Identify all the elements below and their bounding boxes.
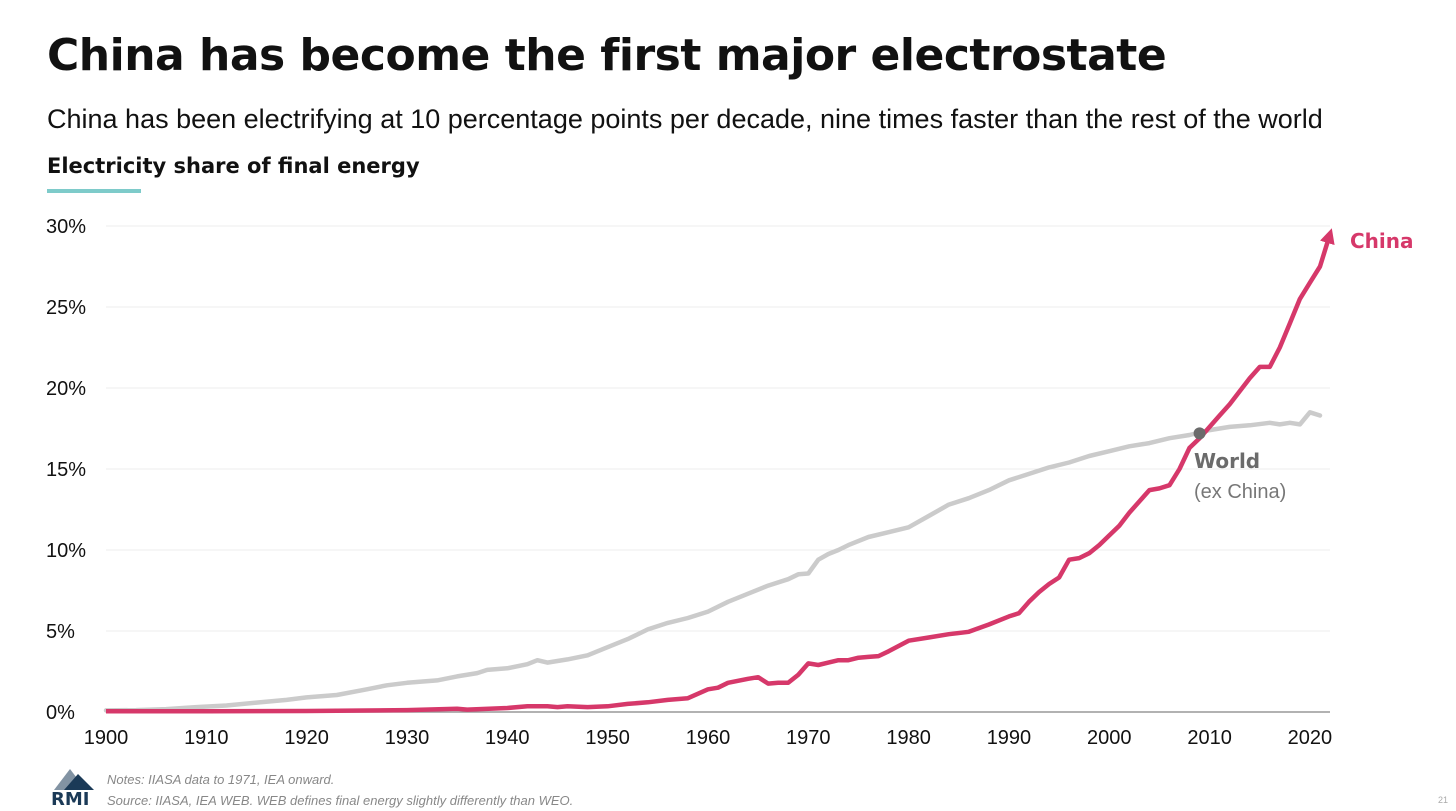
y-tick-label: 30%	[46, 216, 86, 238]
y-tick-label: 10%	[46, 540, 86, 562]
series-label-china: China	[1350, 229, 1414, 253]
footnotes: Notes: IIASA data to 1971, IEA onward. S…	[107, 769, 573, 811]
page-number: 21	[1437, 795, 1448, 805]
x-tick-label: 1950	[585, 727, 630, 749]
y-tick-label: 5%	[46, 621, 75, 643]
x-tick-label: 1900	[84, 727, 129, 749]
y-tick-label: 20%	[46, 378, 86, 400]
y-tick-label: 25%	[46, 297, 86, 319]
chart-subtitle: China has been electrifying at 10 percen…	[47, 104, 1323, 134]
x-tick-label: 1910	[184, 727, 229, 749]
series-label-world-sub: (ex China)	[1194, 481, 1286, 503]
crossover-marker	[1193, 427, 1206, 440]
x-tick-label: 1960	[686, 727, 731, 749]
x-tick-label: 1990	[987, 727, 1032, 749]
chart-label-underline	[47, 189, 141, 193]
series-label-world: World	[1194, 449, 1260, 473]
notes-text: Notes: IIASA data to 1971, IEA onward.	[107, 772, 335, 787]
y-tick-label: 0%	[46, 702, 75, 724]
series-line-world	[103, 410, 1323, 713]
x-tick-label: 1970	[786, 727, 831, 749]
x-tick-label: 1920	[284, 727, 329, 749]
x-tick-label: 1940	[485, 727, 530, 749]
x-tick-label: 2000	[1087, 727, 1132, 749]
chart-label: Electricity share of final energy	[47, 154, 420, 178]
series-line-china	[106, 228, 1335, 714]
x-tick-label: 1980	[886, 727, 931, 749]
rmi-logo-icon: RMI	[51, 769, 94, 805]
chart-title: China has become the first major electro…	[47, 30, 1167, 81]
source-text: Source: IIASA, IEA WEB. WEB defines fina…	[107, 793, 574, 808]
y-tick-label: 15%	[46, 459, 86, 481]
logo-text: RMI	[51, 789, 89, 805]
x-tick-label: 1930	[385, 727, 430, 749]
x-tick-label: 2010	[1187, 727, 1232, 749]
x-tick-label: 2020	[1288, 727, 1333, 749]
